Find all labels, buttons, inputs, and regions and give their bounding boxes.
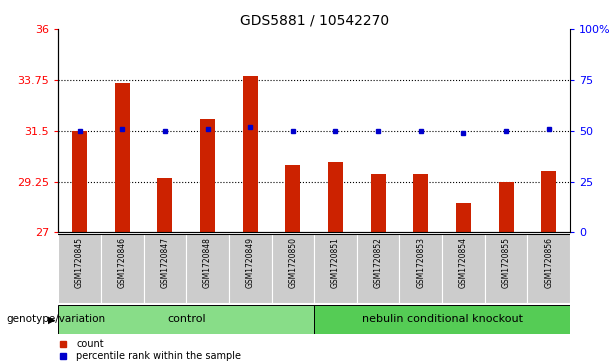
Text: GSM1720848: GSM1720848 (203, 237, 212, 288)
Text: GSM1720853: GSM1720853 (416, 237, 425, 288)
Bar (357, 234, 400, 303)
Bar (498, 182, 514, 232)
Bar (456, 203, 471, 232)
Bar (314, 305, 570, 334)
Bar (58, 305, 314, 334)
Text: GSM1720855: GSM1720855 (501, 237, 511, 288)
Bar (229, 234, 272, 303)
Text: GSM1720845: GSM1720845 (75, 237, 84, 288)
Text: GSM1720850: GSM1720850 (288, 237, 297, 288)
Bar (200, 119, 215, 232)
Bar (314, 234, 357, 303)
Bar (101, 234, 143, 303)
Bar (541, 171, 556, 232)
Bar (72, 131, 87, 232)
Text: GSM1720846: GSM1720846 (118, 237, 127, 288)
Text: GSM1720851: GSM1720851 (331, 237, 340, 288)
Text: GSM1720854: GSM1720854 (459, 237, 468, 288)
Text: nebulin conditional knockout: nebulin conditional knockout (362, 314, 523, 325)
Bar (400, 234, 442, 303)
Text: GSM1720849: GSM1720849 (246, 237, 254, 288)
Text: percentile rank within the sample: percentile rank within the sample (76, 351, 241, 360)
Title: GDS5881 / 10542270: GDS5881 / 10542270 (240, 14, 389, 28)
Bar (272, 234, 314, 303)
Bar (243, 77, 257, 232)
Bar (371, 174, 386, 232)
Bar (186, 234, 229, 303)
Bar (58, 234, 101, 303)
Text: GSM1720856: GSM1720856 (544, 237, 554, 288)
Text: GSM1720852: GSM1720852 (374, 237, 383, 288)
Text: genotype/variation: genotype/variation (6, 314, 105, 325)
Bar (286, 164, 300, 232)
Bar (442, 234, 485, 303)
Bar (115, 83, 130, 232)
Bar (413, 174, 428, 232)
Bar (328, 162, 343, 232)
Bar (485, 234, 527, 303)
Text: count: count (76, 339, 104, 349)
Text: GSM1720847: GSM1720847 (161, 237, 169, 288)
Text: ▶: ▶ (48, 314, 56, 325)
Bar (158, 178, 172, 232)
Text: control: control (167, 314, 205, 325)
Bar (143, 234, 186, 303)
Bar (527, 234, 570, 303)
